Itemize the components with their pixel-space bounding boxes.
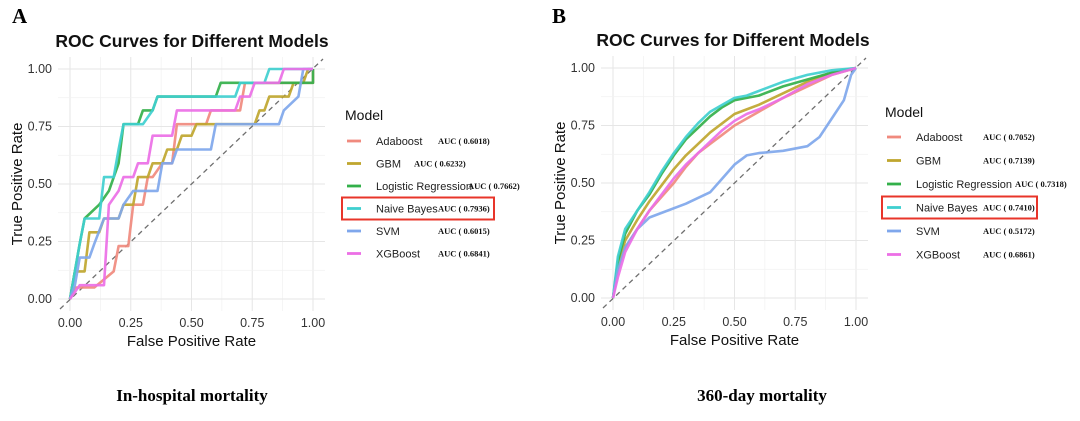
legend-label-logistic-regression: Logistic Regression bbox=[376, 181, 472, 193]
legend: Model Adaboost AUC ( 0.6018) GBM AUC ( 0.623… bbox=[341, 107, 520, 261]
legend: Model Adaboost AUC ( 0.7052) GBM AUC ( 0.713… bbox=[881, 104, 1067, 262]
x-tick-label: 1.00 bbox=[844, 315, 868, 329]
diagonal-reference-line bbox=[602, 57, 867, 309]
auc-label-xgboost: AUC ( 0.6861) bbox=[983, 250, 1035, 260]
y-tick-label: 0.25 bbox=[28, 235, 52, 249]
y-tick-label: 0.00 bbox=[571, 291, 595, 305]
diagonal-reference-line bbox=[59, 58, 324, 310]
x-tick-label: 0.00 bbox=[58, 316, 82, 330]
y-tick-label: 1.00 bbox=[571, 61, 595, 75]
panel-a: A 0.00 0.25 0.50 0.75 1.00 0.00 0.25 0.50 0.75 1.… bbox=[9, 4, 520, 405]
roc-line-xgboost bbox=[611, 66, 857, 299]
highlight-box bbox=[881, 195, 1038, 220]
chart-title: ROC Curves for Different Models bbox=[55, 31, 328, 51]
legend-label-naive-bayes: Naive Bayes bbox=[916, 203, 978, 215]
x-tick-label: 0.25 bbox=[119, 316, 143, 330]
panel-label: A bbox=[12, 4, 28, 28]
legend-label-gbm: GBM bbox=[916, 156, 941, 168]
y-axis-label: True Positive Rate bbox=[9, 123, 26, 246]
roc-line-xgboost bbox=[68, 67, 313, 300]
x-tick-label: 0.75 bbox=[783, 315, 807, 329]
panel-label: B bbox=[552, 4, 567, 28]
panel-caption: In-hospital mortality bbox=[116, 386, 268, 405]
legend-label-adaboost: Adaboost bbox=[916, 132, 962, 144]
panel-caption: 360-day mortality bbox=[697, 386, 827, 405]
auc-label-gbm: AUC ( 0.7139) bbox=[983, 156, 1035, 166]
auc-label-svm: AUC ( 0.5172) bbox=[983, 226, 1035, 236]
x-tick-label: 0.25 bbox=[662, 315, 686, 329]
roc-chart-in-hospital: 0.00 0.25 0.50 0.75 1.00 0.00 0.25 0.50 0.75 1.00… bbox=[9, 31, 520, 350]
roc-line-gbm bbox=[611, 66, 857, 299]
auc-label-naive-bayes: AUC ( 0.7936) bbox=[438, 204, 490, 214]
y-tick-label: 0.75 bbox=[571, 119, 595, 133]
x-axis-label: False Positive Rate bbox=[670, 332, 799, 349]
legend-title: Model bbox=[345, 107, 383, 123]
roc-line-svm bbox=[68, 67, 313, 300]
legend-label-svm: SVM bbox=[916, 226, 940, 238]
y-tick-label: 0.25 bbox=[571, 234, 595, 248]
legend-label-gbm: GBM bbox=[376, 159, 401, 171]
roc-line-naive-bayes bbox=[611, 66, 857, 299]
auc-label-logistic-regression: AUC ( 0.7662) bbox=[468, 181, 520, 191]
panel-b: B 0.00 0.25 0.50 0.75 1.00 0.00 0.25 0.50 0.75 1.… bbox=[540, 0, 1080, 421]
x-tick-label: 0.50 bbox=[179, 316, 203, 330]
legend-label-adaboost: Adaboost bbox=[376, 136, 422, 148]
legend-label-xgboost: XGBoost bbox=[376, 249, 420, 261]
auc-label-logistic-regression: AUC ( 0.7318) bbox=[1015, 179, 1067, 189]
grid bbox=[58, 57, 325, 311]
legend-label-svm: SVM bbox=[376, 226, 400, 238]
legend-label-logistic-regression: Logistic Regression bbox=[916, 179, 1012, 191]
y-tick-label: 0.50 bbox=[571, 176, 595, 190]
x-tick-label: 1.00 bbox=[301, 316, 325, 330]
auc-label-naive-bayes: AUC ( 0.7410) bbox=[983, 203, 1035, 213]
auc-label-adaboost: AUC ( 0.6018) bbox=[438, 136, 490, 146]
y-tick-label: 0.00 bbox=[28, 292, 52, 306]
roc-line-naive-bayes bbox=[68, 67, 313, 300]
y-tick-label: 0.75 bbox=[28, 120, 52, 134]
auc-label-xgboost: AUC ( 0.6841) bbox=[438, 249, 490, 259]
y-tick-label: 1.00 bbox=[28, 62, 52, 76]
x-axis-label: False Positive Rate bbox=[127, 333, 256, 350]
y-axis-label: True Positive Rate bbox=[552, 122, 569, 245]
legend-title: Model bbox=[885, 104, 923, 120]
auc-label-gbm: AUC ( 0.6232) bbox=[414, 159, 466, 169]
roc-chart-360-day: 0.00 0.25 0.50 0.75 1.00 0.00 0.25 0.50 0.75 1.00… bbox=[552, 30, 1067, 349]
chart-title: ROC Curves for Different Models bbox=[596, 30, 869, 50]
highlight-box bbox=[341, 196, 495, 221]
x-tick-label: 0.00 bbox=[601, 315, 625, 329]
legend-label-xgboost: XGBoost bbox=[916, 250, 960, 262]
legend-label-naive-bayes: Naive Bayes bbox=[376, 204, 438, 216]
x-tick-label: 0.50 bbox=[722, 315, 746, 329]
auc-label-svm: AUC ( 0.6015) bbox=[438, 226, 490, 236]
y-tick-label: 0.50 bbox=[28, 177, 52, 191]
x-tick-label: 0.75 bbox=[240, 316, 264, 330]
roc-line-adaboost bbox=[68, 69, 315, 300]
auc-label-adaboost: AUC ( 0.7052) bbox=[983, 132, 1035, 142]
